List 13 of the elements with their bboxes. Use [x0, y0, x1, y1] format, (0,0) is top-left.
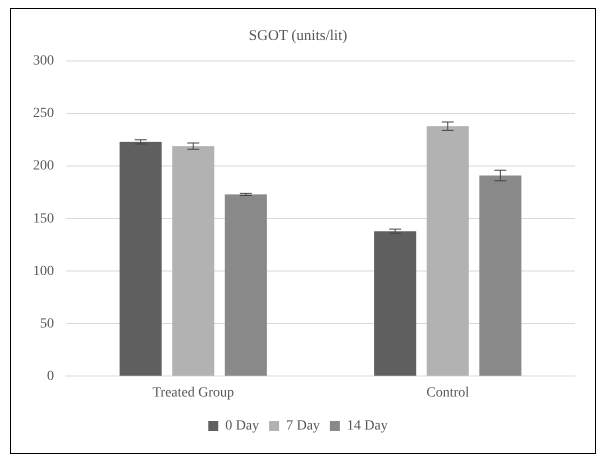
x-tick-label: Control	[426, 385, 470, 400]
y-tick-label: 300	[33, 54, 54, 69]
chart-title: SGOT (units/lit)	[248, 28, 348, 44]
y-tick-label: 100	[33, 264, 54, 279]
y-tick-label: 50	[40, 316, 54, 332]
x-tick-label: Treated Group	[152, 385, 234, 400]
y-tick-label: 150	[33, 211, 54, 226]
y-tick-label: 200	[33, 158, 54, 174]
legend-label: 7 Day	[286, 418, 320, 434]
y-tick-label: 0	[47, 368, 54, 384]
legend-label: 14 Day	[346, 418, 388, 434]
legend-label: 0 Day	[225, 418, 260, 434]
y-tick-label: 250	[33, 106, 54, 122]
